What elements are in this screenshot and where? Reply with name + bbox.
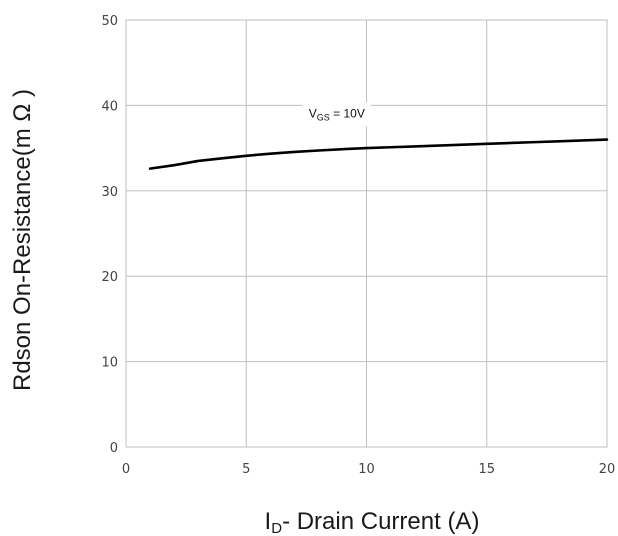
- x-tick-label: 20: [599, 462, 616, 477]
- y-tick-label: 50: [101, 14, 118, 29]
- x-axis-title-subscript: D: [271, 520, 282, 536]
- annotation-vgs: VGS = 10V: [302, 102, 371, 127]
- grid-layer: [126, 20, 607, 447]
- y-tick-label: 40: [101, 99, 118, 114]
- plot-frame: [125, 19, 608, 448]
- x-tick-label: 0: [122, 462, 130, 477]
- series-layer: [148, 138, 609, 170]
- x-axis-title: ID- Drain Current (A): [265, 508, 480, 536]
- y-tick-label: 10: [101, 356, 118, 371]
- series-line: [148, 138, 609, 170]
- annotation-subscript: GS: [317, 112, 330, 122]
- tick-labels: 0 5 10 15 20 0 10 20 30 40 50: [101, 14, 615, 477]
- y-tick-label: 0: [110, 441, 118, 456]
- x-tick-label: 15: [478, 462, 495, 477]
- y-axis-title: Rdson On-Resistance(m Ω ): [9, 89, 36, 391]
- annotation-label: VGS = 10V: [309, 106, 365, 122]
- x-tick-label: 10: [358, 462, 375, 477]
- y-tick-label: 20: [101, 270, 118, 285]
- x-axis-title-main: I: [265, 508, 272, 535]
- annotation-main: V: [309, 106, 317, 120]
- annotation-rest: = 10V: [330, 106, 365, 120]
- x-tick-label: 5: [242, 462, 250, 477]
- y-tick-label: 30: [101, 185, 118, 200]
- x-axis-title-rest: - Drain Current (A): [282, 508, 479, 535]
- annotation-background: [302, 102, 371, 127]
